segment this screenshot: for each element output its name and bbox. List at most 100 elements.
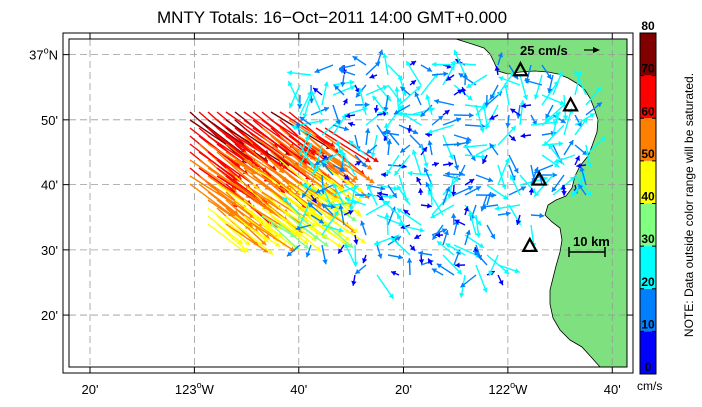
current-vector-head bbox=[470, 155, 476, 161]
current-vector-shaft bbox=[270, 215, 309, 245]
current-vector-head bbox=[377, 191, 383, 197]
current-vector-head bbox=[445, 243, 451, 249]
current-vector-head bbox=[431, 61, 437, 68]
current-vector-shaft bbox=[279, 191, 317, 218]
current-vector-head bbox=[299, 116, 305, 122]
current-vector-head bbox=[400, 147, 406, 153]
current-vector-head bbox=[384, 213, 390, 218]
current-vector-head bbox=[443, 230, 449, 236]
current-vector-head bbox=[311, 197, 317, 203]
current-vector-head bbox=[348, 140, 354, 146]
current-vector-head bbox=[437, 115, 444, 121]
current-vector-head bbox=[548, 144, 554, 150]
current-vector-shaft bbox=[341, 151, 356, 176]
current-vector-head bbox=[490, 94, 495, 100]
current-vector-shaft bbox=[427, 189, 444, 216]
current-vector-head bbox=[321, 203, 328, 209]
reference-vector-label: 25 cm/s bbox=[520, 43, 568, 58]
current-vector-head bbox=[344, 235, 350, 241]
current-vector-shaft bbox=[395, 86, 400, 116]
current-vector-head bbox=[482, 158, 488, 164]
current-vector-head bbox=[341, 114, 347, 120]
current-vector-head bbox=[463, 144, 468, 150]
current-vector-head bbox=[302, 239, 309, 245]
current-vector-head bbox=[450, 60, 456, 66]
current-vector-head bbox=[349, 85, 355, 91]
current-vector-shaft bbox=[279, 111, 336, 148]
current-vector-head bbox=[558, 141, 564, 147]
current-vector-head bbox=[459, 292, 465, 298]
current-vector-head bbox=[282, 163, 288, 169]
current-vector-head bbox=[348, 210, 354, 215]
current-vector-head bbox=[582, 117, 588, 124]
current-vector-head bbox=[415, 86, 421, 92]
current-vector-head bbox=[287, 70, 293, 76]
current-vector-head bbox=[501, 184, 507, 190]
current-vector-head bbox=[341, 151, 347, 157]
current-vector-head bbox=[342, 98, 348, 104]
current-vector-head bbox=[364, 102, 370, 108]
colorbar-tick-label: 60 bbox=[641, 104, 655, 118]
current-vector-head bbox=[475, 232, 481, 238]
current-vector-head bbox=[377, 253, 383, 259]
current-vector-head bbox=[449, 65, 455, 71]
current-vector-head bbox=[318, 118, 324, 125]
current-vector-shaft bbox=[497, 157, 510, 186]
current-vector-shaft bbox=[376, 274, 395, 300]
current-vector-head bbox=[343, 125, 349, 132]
current-vector-shaft bbox=[225, 207, 267, 246]
current-vector-head bbox=[467, 185, 473, 191]
x-tick-label: 20' bbox=[395, 382, 412, 397]
current-vector-head bbox=[447, 193, 453, 199]
current-vector-head bbox=[488, 270, 494, 276]
colorbar-bin bbox=[640, 160, 656, 204]
current-vector-head bbox=[362, 257, 368, 264]
current-vector-head bbox=[460, 282, 466, 288]
current-vector-head bbox=[339, 167, 345, 173]
current-vector-head bbox=[345, 113, 351, 119]
current-vector-head bbox=[457, 89, 463, 95]
radar-site-marker bbox=[530, 170, 548, 186]
current-vector-head bbox=[305, 252, 311, 258]
current-vector-head bbox=[358, 87, 364, 93]
current-vector-head bbox=[302, 113, 308, 119]
current-vector-head bbox=[577, 70, 583, 76]
current-vector-head bbox=[489, 143, 495, 149]
current-vector-head bbox=[390, 237, 397, 243]
current-vector-head bbox=[582, 150, 588, 156]
current-vector-head bbox=[422, 147, 427, 153]
current-vector-head bbox=[428, 190, 433, 196]
current-vector-head bbox=[513, 167, 519, 174]
current-vector-head bbox=[323, 106, 329, 112]
current-vector-head bbox=[302, 183, 308, 189]
current-vector-shaft bbox=[216, 111, 270, 156]
current-vector-head bbox=[481, 154, 487, 160]
current-vector-head bbox=[395, 236, 401, 242]
current-vector-head bbox=[475, 186, 481, 192]
current-vector-head bbox=[384, 135, 389, 141]
current-vector-head bbox=[364, 157, 371, 162]
current-vector-head bbox=[388, 293, 394, 299]
current-vector-head bbox=[243, 247, 249, 253]
current-vector-head bbox=[418, 259, 425, 264]
colorbar-tick-label: 50 bbox=[641, 147, 655, 161]
current-vector-head bbox=[391, 270, 397, 276]
current-vector-head bbox=[353, 227, 359, 233]
current-vector-head bbox=[425, 94, 431, 100]
current-vector-head bbox=[574, 70, 580, 76]
current-vector-shaft bbox=[420, 72, 439, 96]
x-tick-label: 40' bbox=[604, 382, 621, 397]
current-vector-head bbox=[454, 219, 460, 225]
current-vector-head bbox=[455, 117, 461, 123]
current-vector-head bbox=[443, 71, 449, 77]
chart-title: MNTY Totals: 16−Oct−2011 14:00 GMT+0.000 bbox=[157, 8, 507, 27]
current-vector-head bbox=[418, 250, 424, 257]
current-vector-head bbox=[412, 129, 419, 135]
y-tick-label: 30' bbox=[41, 243, 58, 258]
current-vector-head bbox=[481, 203, 487, 210]
current-vector-head bbox=[486, 191, 493, 198]
current-vector-head bbox=[355, 209, 361, 214]
current-vector-head bbox=[519, 100, 526, 106]
current-vector-shaft bbox=[189, 127, 241, 167]
current-vector-head bbox=[448, 161, 454, 167]
